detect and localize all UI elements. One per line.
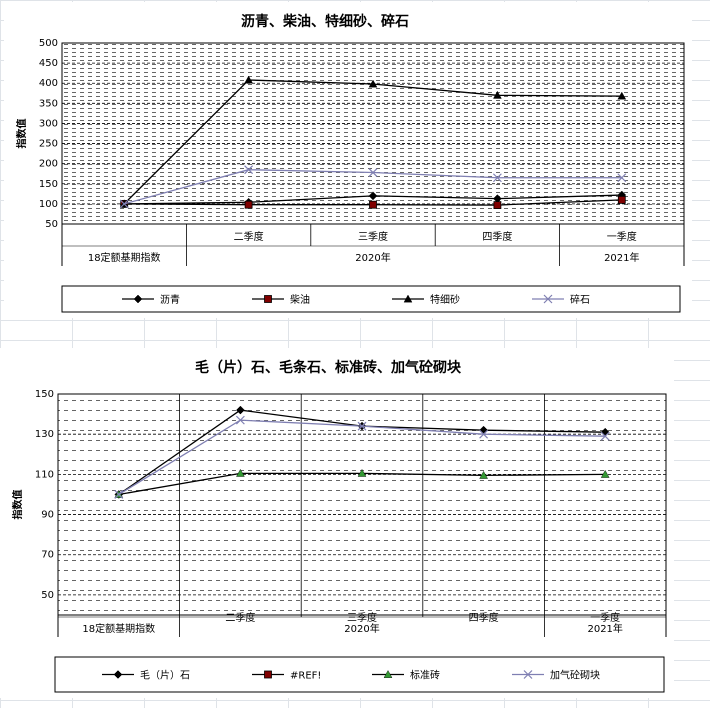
data-point xyxy=(492,173,502,183)
x-tick-label: 四季度 xyxy=(482,230,512,243)
legend-marker xyxy=(113,670,123,679)
y-tick-label: 90 xyxy=(41,510,54,521)
data-point xyxy=(369,200,377,209)
data-point xyxy=(493,90,502,99)
data-point xyxy=(236,468,245,477)
y-tick-label: 130 xyxy=(35,429,54,440)
y-tick-label: 500 xyxy=(39,38,58,49)
x-tick-label: 18定额基期指数 xyxy=(82,622,155,635)
data-point xyxy=(493,201,502,209)
data-point xyxy=(368,191,378,201)
plot-area xyxy=(57,393,667,616)
legend xyxy=(61,285,681,313)
chart-title: 沥青、柴油、特细砂、碎石 xyxy=(241,13,409,30)
legend-label: 柴油 xyxy=(290,293,310,306)
x-tick-label: 四季度 xyxy=(469,611,499,624)
x-tick-label: 18定额基期指数 xyxy=(88,251,161,264)
y-tick-label: 110 xyxy=(35,469,54,480)
y-tick-label: 150 xyxy=(39,179,58,190)
legend-label: 特细砂 xyxy=(430,293,460,306)
data-point xyxy=(368,79,378,88)
y-tick-label: 450 xyxy=(39,58,58,69)
x-tick-label: 一季度 xyxy=(607,230,637,243)
y-axis-label: 指数值 xyxy=(11,490,24,520)
x-tick-label: 二季度 xyxy=(225,611,255,624)
legend-marker xyxy=(264,670,272,679)
legend-label: 沥青 xyxy=(160,293,180,306)
legend-marker xyxy=(133,294,143,304)
data-point xyxy=(236,405,245,415)
data-point xyxy=(617,173,627,183)
data-point xyxy=(617,91,627,100)
data-point xyxy=(244,75,253,84)
data-point xyxy=(244,165,254,175)
y-tick-label: 50 xyxy=(41,590,54,601)
y-tick-label: 150 xyxy=(35,389,54,400)
y-tick-label: 350 xyxy=(39,98,58,109)
x-tick-label: 三季度 xyxy=(347,611,377,624)
data-point xyxy=(357,421,367,431)
data-point xyxy=(600,431,610,441)
legend-marker xyxy=(264,295,272,303)
x-tick-label: 三季度 xyxy=(358,230,388,243)
data-point xyxy=(244,200,253,209)
x-group-label: 2020年 xyxy=(355,251,390,264)
y-tick-label: 250 xyxy=(39,139,58,150)
legend-marker xyxy=(383,670,393,678)
x-group-label: 2021年 xyxy=(587,622,622,635)
y-tick-label: 200 xyxy=(39,159,58,170)
data-point xyxy=(600,469,610,478)
legend-label: 标准砖 xyxy=(410,669,440,682)
y-tick-label: 400 xyxy=(39,78,58,89)
legend-label: #REF! xyxy=(290,671,321,682)
y-tick-label: 70 xyxy=(41,550,54,561)
data-point xyxy=(114,490,124,499)
data-point xyxy=(479,429,489,439)
data-point xyxy=(119,199,129,209)
legend-marker xyxy=(523,670,533,679)
legend-label: 毛（片）石 xyxy=(140,669,190,682)
y-tick-label: 300 xyxy=(39,118,58,129)
y-tick-label: 100 xyxy=(39,199,58,210)
x-group-label: 2021年 xyxy=(604,251,639,264)
data-point xyxy=(617,195,626,204)
legend-marker xyxy=(543,294,553,304)
legend-marker xyxy=(403,294,413,303)
x-tick-label: 二季度 xyxy=(234,230,264,243)
legend xyxy=(54,656,665,693)
x-tick-label: 一季度 xyxy=(590,611,620,624)
data-point xyxy=(357,468,367,477)
data-point xyxy=(235,415,245,425)
data-point xyxy=(479,470,488,479)
data-point xyxy=(368,168,378,177)
x-group-label: 2020年 xyxy=(344,622,379,635)
chart-title: 毛（片）石、毛条石、标准砖、加气砼砌块 xyxy=(195,359,462,376)
legend-label: 碎石 xyxy=(570,293,590,306)
y-tick-label: 50 xyxy=(45,219,58,230)
y-axis-label: 指数值 xyxy=(15,119,28,149)
legend-label: 加气砼砌块 xyxy=(550,669,600,682)
